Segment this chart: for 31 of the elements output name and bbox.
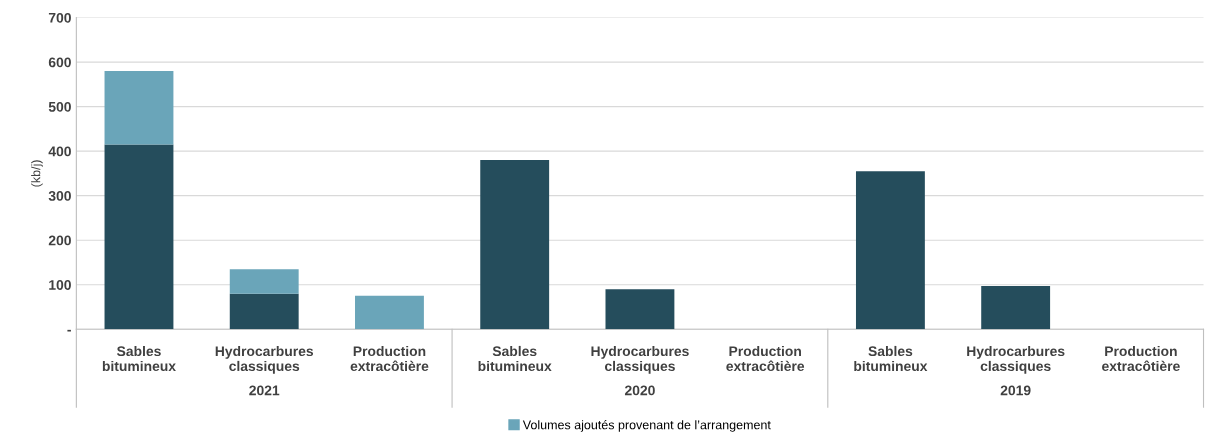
bar — [981, 286, 1051, 330]
bar — [480, 160, 550, 330]
y-tick-label: 300 — [48, 191, 71, 201]
x-tick-label: Hydrocarbures classiques — [591, 345, 689, 374]
bar — [229, 293, 299, 330]
text: 2021 — [249, 385, 280, 396]
y-tick-label: 500 — [48, 101, 71, 112]
bar — [229, 269, 299, 294]
y-tick-label: 100 — [49, 280, 71, 290]
y-tick-label: - — [67, 329, 71, 332]
x-tick-label: Hydrocarbures classiques — [215, 345, 314, 374]
x-tick-label: Production extracôtière — [726, 345, 805, 372]
x-tick-label: Hydrocarbures classiques — [967, 345, 1065, 374]
y-tick-label: 600 — [48, 57, 71, 68]
text: 2020 — [624, 385, 655, 396]
bar — [104, 144, 174, 330]
bar — [355, 295, 424, 330]
x-tick-label: Production extracôtière — [1102, 345, 1180, 372]
text: 2019 — [1000, 385, 1031, 396]
x-tick-label: Sables bitumineux — [102, 345, 176, 372]
y-tick-label: 200 — [48, 235, 71, 246]
y-axis-title: (kb/j) — [31, 160, 43, 187]
x-tick-label: Production extracôtière — [350, 345, 429, 372]
y-tick-label: 700 — [48, 12, 71, 23]
y-tick-label: 400 — [48, 146, 71, 157]
x-tick-label: Sables bitumineux — [854, 345, 928, 372]
x-tick-label: Sables bitumineux — [478, 345, 552, 372]
bar — [605, 289, 675, 330]
bar — [855, 171, 925, 330]
bar — [104, 70, 174, 145]
legend-label: Volumes ajoutés provenant de l’arrangement — [522, 419, 771, 432]
